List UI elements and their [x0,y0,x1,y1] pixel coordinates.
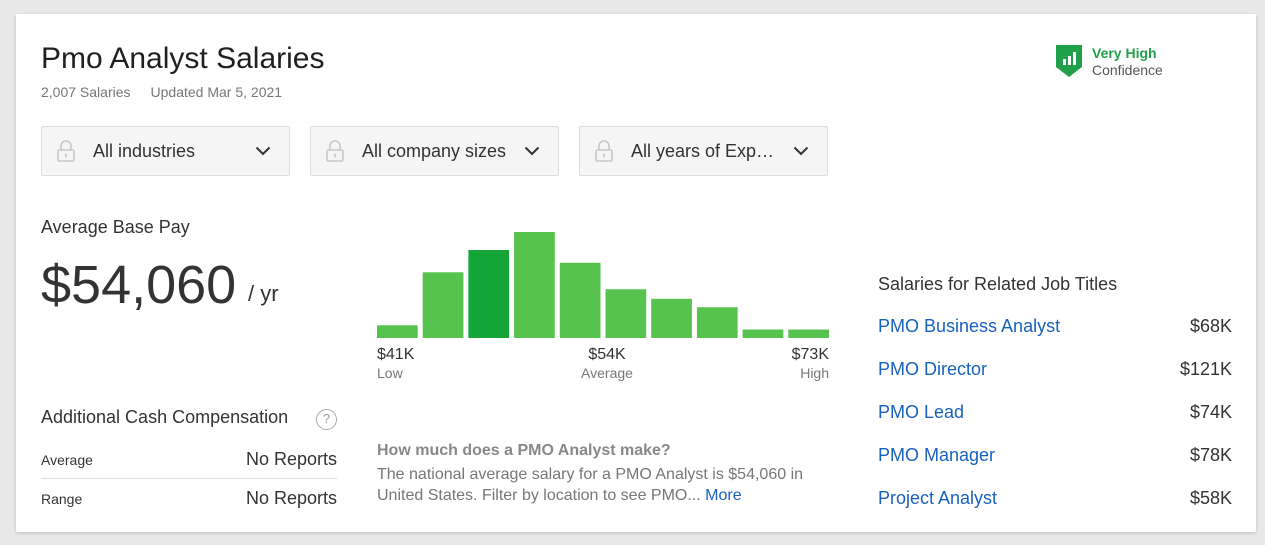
shield-bar-chart-icon [1056,45,1082,77]
additional-cash-range-row: Range No Reports [41,488,337,509]
related-salary: $68K [1189,316,1232,336]
lock-icon [326,140,344,162]
related-salary: $74K [1189,402,1232,422]
histogram-bar [605,289,647,338]
related-job-link[interactable]: PMO Business Analyst [878,316,1061,336]
filter-company-size[interactable]: All company sizes [310,126,559,176]
additional-cash-title: Additional Cash Compensation [41,407,289,427]
filter-experience[interactable]: All years of Exp… [579,126,828,176]
average-label: Average [581,365,633,381]
filter-industry[interactable]: All industries [41,126,290,176]
more-link[interactable]: More [705,487,742,504]
high-value: $73K [791,346,829,363]
row-key: Range [41,491,83,507]
related-item: Project Analyst $58K [878,477,1232,520]
low-label: Low [377,365,403,381]
page-meta: 2,007 Salaries Updated Mar 5, 2021 [41,84,282,100]
row-value: No Reports [245,488,337,508]
histogram-average: $54K Average [577,345,637,382]
lock-icon [595,140,613,162]
lock-icon [57,140,75,162]
row-key: Average [41,452,93,468]
related-job-link[interactable]: PMO Manager [878,445,996,465]
related-salary: $121K [1179,359,1232,379]
filter-label: All industries [93,140,196,161]
related-item: PMO Lead $74K [878,391,1232,434]
divider [41,478,337,479]
confidence-label: Confidence [1092,62,1163,78]
help-icon[interactable]: ? [316,409,337,430]
updated-date: Updated Mar 5, 2021 [150,84,283,100]
average-value: $54K [588,346,626,363]
salaries-count: 2,007 Salaries [41,84,131,100]
row-value: No Reports [245,449,337,469]
average-base-pay-unit: / yr [248,281,279,306]
histogram-bar [377,325,418,338]
filter-bar: All industries All company sizes All yea [41,126,848,176]
related-titles-list: PMO Business Analyst $68K PMO Director $… [878,305,1232,520]
average-base-pay-value: $54,060 [41,255,237,315]
related-salary: $58K [1189,488,1232,508]
low-value: $41K [377,346,415,363]
related-job-link[interactable]: PMO Lead [878,402,965,422]
histogram-bar [788,329,829,338]
related-titles-heading: Salaries for Related Job Titles [878,274,1118,294]
page-title: Pmo Analyst Salaries [41,42,325,75]
filter-label: All years of Exp… [631,140,775,161]
faq-answer: The national average salary for a PMO An… [377,464,827,506]
histogram-bar [742,329,784,338]
histogram-bar [559,262,601,338]
histogram-high: $73K High [792,345,829,382]
related-item: PMO Business Analyst $68K [878,305,1232,348]
related-job-link[interactable]: Project Analyst [878,488,998,508]
histogram-bar [422,272,464,338]
additional-cash-average-row: Average No Reports [41,449,337,470]
average-base-pay-label: Average Base Pay [41,217,190,237]
histogram-bar [696,307,738,338]
salary-card: Pmo Analyst Salaries 2,007 Salaries Updat… [16,14,1256,532]
related-item: PMO Director $121K [878,348,1232,391]
chevron-down-icon [793,146,809,156]
histogram-bar [651,298,692,338]
related-item: PMO Manager $78K [878,434,1232,477]
histogram-bar [468,250,510,338]
chevron-down-icon [524,146,540,156]
confidence-level: Very High [1092,45,1157,61]
confidence-badge: Very High Confidence [1056,45,1163,79]
faq-answer-text: The national average salary for a PMO An… [377,466,804,504]
high-label: High [800,365,829,381]
histogram-low: $41K Low [377,345,414,382]
salary-histogram [377,232,829,338]
chevron-down-icon [255,146,271,156]
filter-label: All company sizes [362,140,507,161]
histogram-labels: $41K Low $54K Average $73K High [377,345,829,387]
histogram-bar [514,232,555,338]
faq-question: How much does a PMO Analyst make? [377,442,671,459]
related-salary: $78K [1189,445,1232,465]
related-job-link[interactable]: PMO Director [878,359,988,379]
